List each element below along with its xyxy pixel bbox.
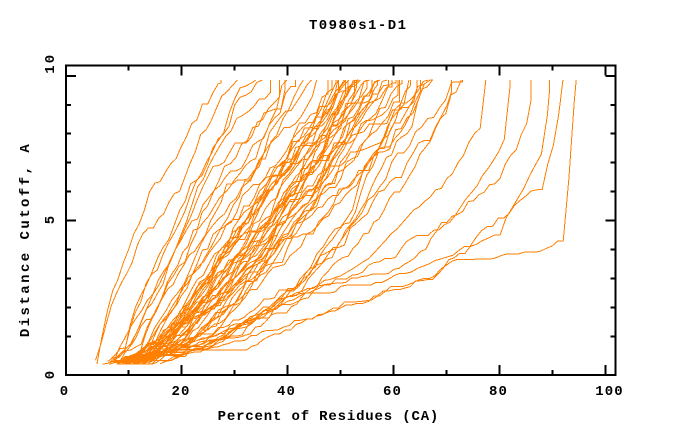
svg-text:10: 10 [43, 53, 59, 74]
svg-text:80: 80 [489, 384, 508, 400]
svg-text:20: 20 [171, 384, 190, 400]
svg-text:60: 60 [383, 384, 402, 400]
svg-text:Percent of Residues (CA): Percent of Residues (CA) [218, 409, 440, 425]
svg-text:T0980s1-D1: T0980s1-D1 [309, 18, 408, 34]
svg-text:40: 40 [277, 384, 296, 400]
svg-text:0: 0 [43, 371, 59, 379]
svg-text:5: 5 [43, 216, 59, 224]
svg-text:Distance Cutoff, A: Distance Cutoff, A [18, 142, 34, 337]
svg-text:100: 100 [595, 384, 624, 400]
svg-text:0: 0 [60, 384, 68, 400]
